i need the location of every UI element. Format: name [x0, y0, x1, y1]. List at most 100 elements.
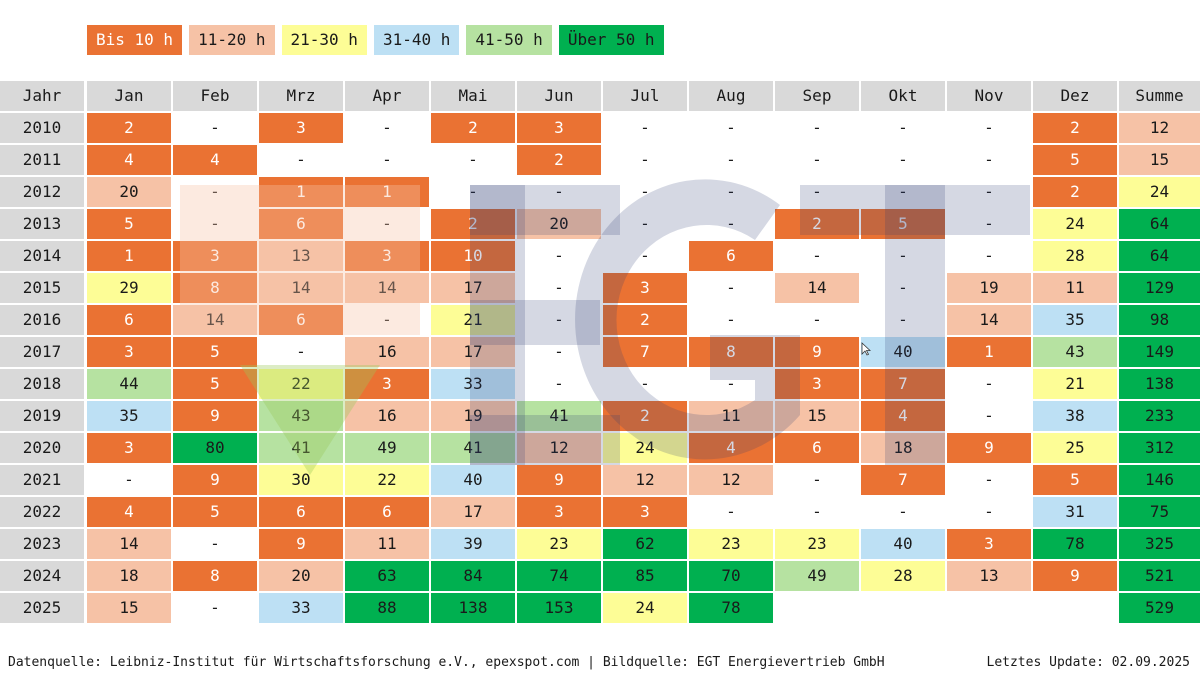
- month-cell: 14: [87, 529, 171, 559]
- month-cell: 3: [603, 497, 687, 527]
- month-cell: -: [210, 118, 220, 137]
- month-cell: -: [210, 214, 220, 233]
- month-cell: 38: [1033, 401, 1117, 431]
- table-row: 2012 20 - 1 1 - - - - - - - 2 24: [0, 177, 1200, 207]
- month-cell: 28: [861, 561, 945, 591]
- month-cell: -: [124, 470, 134, 489]
- month-cell: -: [210, 534, 220, 553]
- month-cell: 5: [1033, 465, 1117, 495]
- month-cell: -: [812, 150, 822, 169]
- month-cell: -: [898, 182, 908, 201]
- month-cell: 5: [173, 369, 257, 399]
- month-cell: -: [382, 150, 392, 169]
- month-cell: 41: [517, 401, 601, 431]
- legend-item: Über 50 h: [558, 25, 664, 55]
- month-cell: 33: [259, 593, 343, 623]
- column-header: Jul: [603, 81, 687, 111]
- month-cell: 1: [87, 241, 171, 271]
- month-cell: 33: [431, 369, 515, 399]
- month-cell: 8: [173, 561, 257, 591]
- table-header-row: Jahr Jan Feb Mrz Apr Mai Jun Jul Aug Sep Okt Nov Dez…: [0, 81, 1200, 111]
- mouse-pointer-icon: [861, 342, 871, 356]
- month-cell: -: [812, 246, 822, 265]
- month-cell: 6: [689, 241, 773, 271]
- month-cell: -: [984, 150, 994, 169]
- month-cell: 22: [345, 465, 429, 495]
- month-cell: 8: [689, 337, 773, 367]
- month-cell: 2: [87, 113, 171, 143]
- month-cell: 20: [259, 561, 343, 591]
- month-cell: 63: [345, 561, 429, 591]
- month-cell: 2: [431, 209, 515, 239]
- sum-cell: 138: [1119, 369, 1200, 399]
- month-cell: 31: [1033, 497, 1117, 527]
- month-cell: 19: [947, 273, 1031, 303]
- month-cell: 17: [431, 337, 515, 367]
- column-header: Jahr: [0, 81, 84, 111]
- month-cell: 11: [345, 529, 429, 559]
- column-header: Okt: [861, 81, 945, 111]
- month-cell: -: [210, 598, 220, 617]
- month-cell: 9: [517, 465, 601, 495]
- legend-item: 11-20 h: [189, 25, 275, 55]
- month-cell: 3: [603, 273, 687, 303]
- month-cell: 3: [775, 369, 859, 399]
- month-cell: 40: [431, 465, 515, 495]
- month-cell: -: [554, 310, 564, 329]
- table-row: 2017 3 5 - 16 17 - 7 8 9 40 1 43 149: [0, 337, 1200, 367]
- month-cell: -: [812, 470, 822, 489]
- month-cell: 13: [947, 561, 1031, 591]
- month-cell: 5: [1033, 145, 1117, 175]
- month-cell: 24: [603, 593, 687, 623]
- month-cell: 80: [173, 433, 257, 463]
- column-header: Apr: [345, 81, 429, 111]
- month-cell: 15: [775, 401, 859, 431]
- year-label: 2014: [0, 241, 84, 271]
- month-cell: 62: [603, 529, 687, 559]
- month-cell: 49: [345, 433, 429, 463]
- month-cell: 1: [947, 337, 1031, 367]
- month-cell: 9: [775, 337, 859, 367]
- month-cell: 12: [517, 433, 601, 463]
- year-label: 2020: [0, 433, 84, 463]
- sum-cell: 529: [1119, 593, 1200, 623]
- month-cell: -: [640, 118, 650, 137]
- column-header: Dez: [1033, 81, 1117, 111]
- month-cell: -: [554, 374, 564, 393]
- month-cell: -: [898, 278, 908, 297]
- month-cell: -: [382, 118, 392, 137]
- sum-cell: 12: [1119, 113, 1200, 143]
- month-cell: 6: [345, 497, 429, 527]
- legend-item: 21-30 h: [281, 25, 367, 55]
- month-cell: 35: [87, 401, 171, 431]
- column-header: Jun: [517, 81, 601, 111]
- month-cell: -: [726, 118, 736, 137]
- month-cell: 9: [259, 529, 343, 559]
- month-cell: 2: [1033, 177, 1117, 207]
- month-cell: -: [554, 246, 564, 265]
- year-label: 2018: [0, 369, 84, 399]
- month-cell: 24: [603, 433, 687, 463]
- month-cell: 4: [87, 145, 171, 175]
- year-label: 2010: [0, 113, 84, 143]
- month-cell: 15: [87, 593, 171, 623]
- footer-data-source: Datenquelle: Leibniz-Institut für Wirtsc…: [8, 655, 885, 670]
- table-row: 2019 35 9 43 16 19 41 2 11 15 4 - 38 233: [0, 401, 1200, 431]
- month-cell: 2: [517, 145, 601, 175]
- month-cell: 3: [345, 241, 429, 271]
- month-cell: -: [640, 214, 650, 233]
- month-cell: 3: [345, 369, 429, 399]
- year-label: 2013: [0, 209, 84, 239]
- month-cell: 24: [1033, 209, 1117, 239]
- month-cell: -: [984, 118, 994, 137]
- month-cell: 14: [173, 305, 257, 335]
- sum-cell: 64: [1119, 209, 1200, 239]
- month-cell: 6: [259, 497, 343, 527]
- month-cell: 39: [431, 529, 515, 559]
- month-cell: -: [812, 118, 822, 137]
- month-cell: 23: [517, 529, 601, 559]
- month-cell: 14: [259, 273, 343, 303]
- month-cell: 9: [947, 433, 1031, 463]
- month-cell: 1: [259, 177, 343, 207]
- month-cell: 4: [689, 433, 773, 463]
